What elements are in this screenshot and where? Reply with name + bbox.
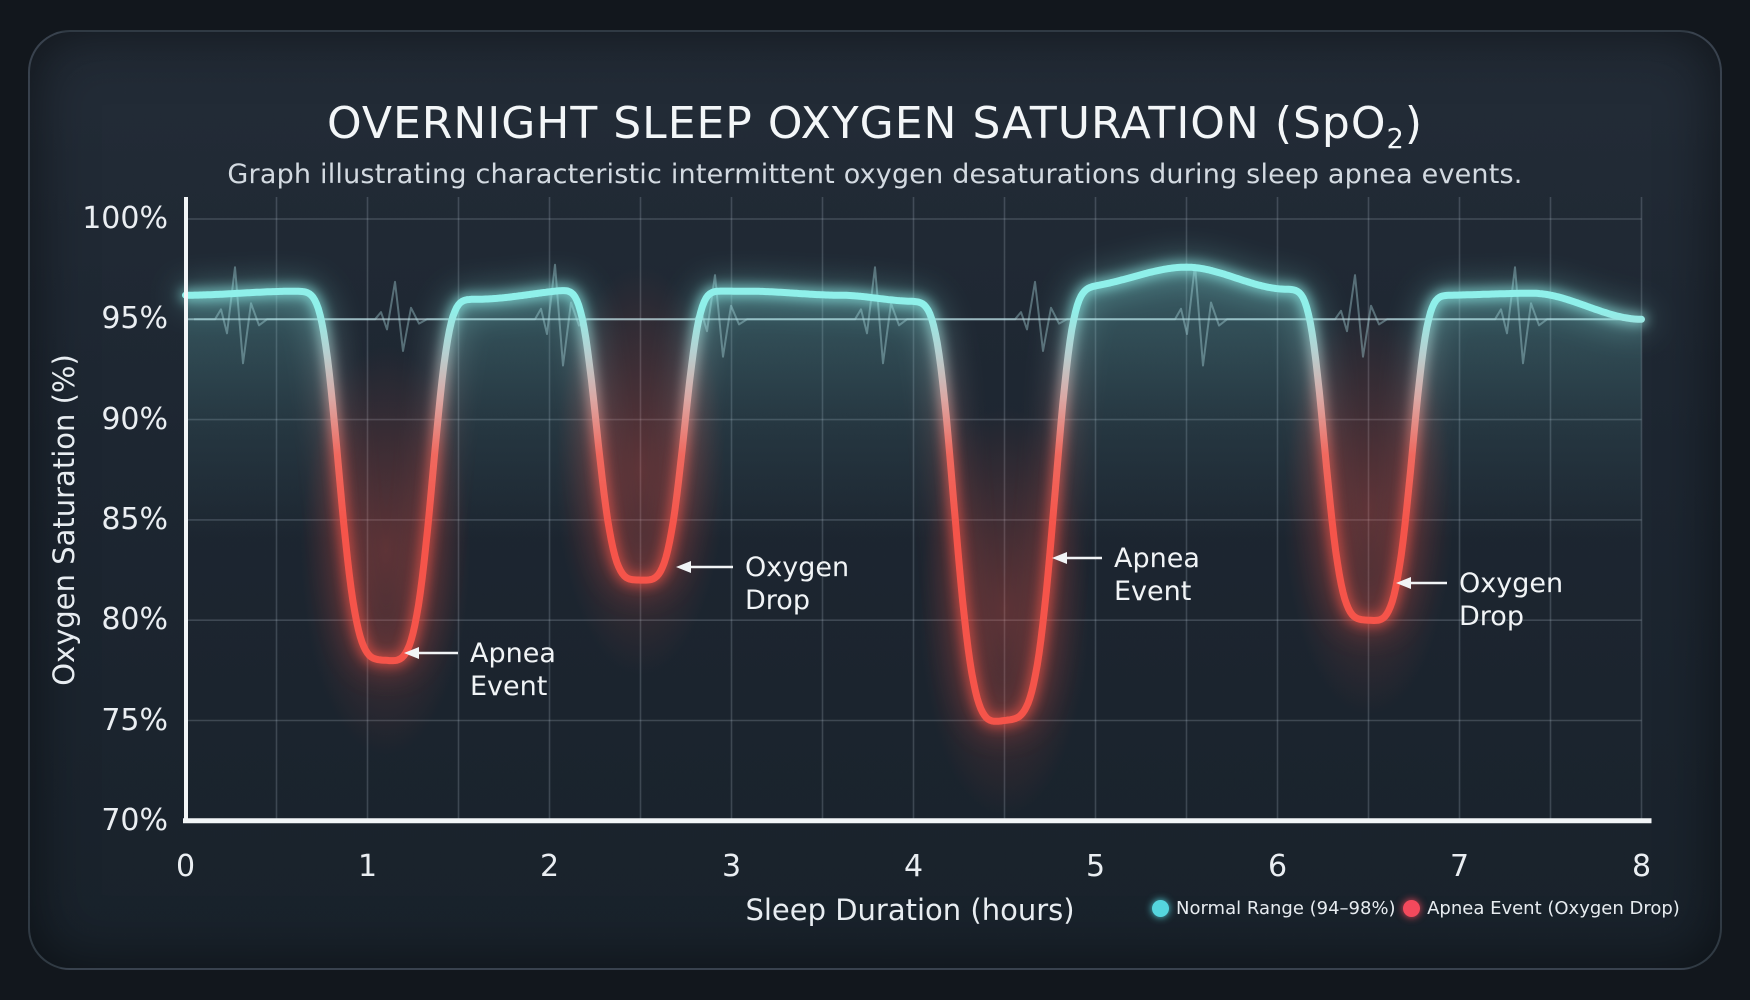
annotation-arrows: [404, 552, 1447, 659]
annotation-arrow-head: [676, 561, 691, 573]
y-tick-label: 75%: [101, 702, 168, 738]
legend-label: Normal Range (94–98%): [1176, 898, 1396, 919]
chart-title: OVERNIGHT SLEEP OXYGEN SATURATION (SpO2): [30, 98, 1720, 155]
annotation-text: Oxygen Drop: [745, 552, 850, 616]
y-tick-label: 95%: [101, 301, 168, 337]
x-tick-label: 5: [1085, 849, 1106, 884]
annotation-arrow-head: [1052, 552, 1067, 564]
normal-range-haze: [185, 267, 1642, 821]
chart-title-suffix: ): [1404, 98, 1424, 149]
x-tick-label: 2: [539, 849, 560, 884]
annotation-arrow-head: [1396, 577, 1411, 589]
x-tick-label: 4: [903, 849, 924, 884]
axis-lines: [183, 197, 1652, 824]
ecg-overlay: [194, 263, 1638, 367]
ecg-trace-path: [194, 263, 1638, 367]
apnea-dip-glow: [555, 265, 726, 676]
x-tick-label: 7: [1449, 849, 1470, 884]
y-tick-label: 90%: [101, 401, 168, 437]
x-tick-label: 8: [1631, 849, 1652, 884]
x-tick-label: 6: [1267, 849, 1288, 884]
y-tick-label: 70%: [101, 802, 168, 838]
x-axis-title: Sleep Duration (hours): [745, 893, 1075, 927]
x-tick-label: 3: [721, 849, 742, 884]
annotation-text: Apnea Event: [470, 638, 556, 702]
annotation-arrow-head: [404, 647, 419, 659]
legend-label: Apnea Event (Oxygen Drop): [1427, 898, 1680, 919]
x-tick-label: 1: [357, 849, 378, 884]
y-tick-label: 80%: [101, 602, 168, 638]
y-tick-label: 85%: [101, 501, 168, 537]
curve-main-line: [182, 263, 1645, 725]
annotation-text: Oxygen Drop: [1459, 568, 1564, 632]
spo2-curve: [178, 259, 1649, 729]
legend-dot: [1152, 900, 1169, 917]
legend-dot: [1403, 900, 1421, 917]
chart-title-subscript: 2: [1386, 123, 1405, 155]
chart-title-text: OVERNIGHT SLEEP OXYGEN SATURATION (SpO: [326, 98, 1387, 149]
chart-subtitle: Graph illustrating characteristic interm…: [227, 159, 1523, 190]
annotation-text: Apnea Event: [1114, 543, 1200, 607]
x-tick-label: 0: [175, 849, 196, 884]
y-tick-label: 100%: [82, 201, 168, 236]
